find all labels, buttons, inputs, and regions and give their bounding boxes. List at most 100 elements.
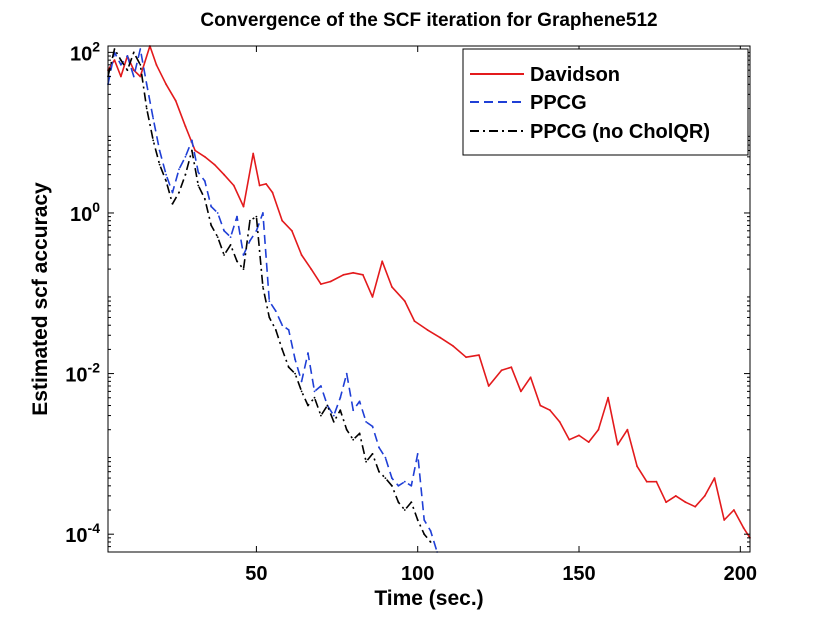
data-point — [410, 485, 412, 487]
data-point — [178, 192, 180, 194]
data-point — [333, 421, 335, 423]
data-point — [146, 83, 148, 85]
data-point — [268, 300, 270, 302]
data-point — [223, 174, 225, 176]
legend-label-ppcg: PPCG — [530, 92, 587, 114]
data-point — [156, 64, 158, 66]
data-point — [656, 481, 658, 483]
data-point — [288, 366, 290, 368]
convergence-chart: Convergence of the SCF iteration for Gra… — [0, 0, 830, 623]
data-point — [256, 216, 258, 218]
data-point — [423, 533, 425, 535]
data-point — [259, 185, 261, 187]
data-point — [301, 391, 303, 393]
data-point — [378, 447, 380, 449]
data-point — [320, 283, 322, 285]
data-point — [465, 356, 467, 358]
data-point — [185, 125, 187, 127]
data-point — [214, 164, 216, 166]
data-point — [120, 59, 122, 61]
data-point — [343, 274, 345, 276]
data-point — [194, 150, 196, 152]
x-tick-label: 200 — [724, 563, 757, 585]
y-axis-label: Estimated scf accuracy — [29, 182, 52, 416]
data-point — [685, 501, 687, 503]
data-point — [339, 409, 341, 411]
data-point — [417, 519, 419, 521]
data-point — [262, 212, 264, 214]
data-point — [265, 183, 267, 185]
x-tick-label: 50 — [245, 563, 267, 585]
data-point — [172, 192, 174, 194]
data-point — [733, 509, 735, 511]
data-point — [185, 156, 187, 158]
data-point — [301, 254, 303, 256]
data-point — [501, 369, 503, 371]
data-point — [549, 409, 551, 411]
data-point — [152, 140, 154, 142]
data-point — [175, 100, 177, 102]
data-point — [636, 465, 638, 467]
data-point — [488, 385, 490, 387]
data-point — [430, 541, 432, 543]
data-point — [452, 345, 454, 347]
data-point — [268, 317, 270, 319]
data-point — [301, 381, 303, 383]
data-point — [320, 415, 322, 417]
data-point — [275, 329, 277, 331]
x-tick-label: 150 — [562, 563, 595, 585]
data-point — [243, 254, 245, 256]
data-point — [478, 354, 480, 356]
data-point — [172, 203, 174, 205]
data-point — [320, 385, 322, 387]
data-point — [617, 444, 619, 446]
data-point — [404, 481, 406, 483]
data-point — [210, 225, 212, 227]
data-point — [223, 254, 225, 256]
data-point — [607, 397, 609, 399]
data-point — [230, 236, 232, 238]
data-point — [743, 527, 745, 529]
data-point — [665, 501, 667, 503]
data-point — [236, 216, 238, 218]
legend: Davidson PPCG PPCG (no CholQR) — [463, 49, 748, 155]
data-point — [372, 453, 374, 455]
data-point — [417, 453, 419, 455]
data-point — [139, 64, 141, 66]
data-point — [423, 519, 425, 521]
data-point — [365, 461, 367, 463]
data-point — [314, 391, 316, 393]
data-point — [391, 477, 393, 479]
data-point — [217, 212, 219, 214]
data-point — [327, 405, 329, 407]
data-point — [243, 206, 245, 208]
data-point — [233, 185, 235, 187]
data-point — [252, 153, 254, 155]
data-point — [627, 429, 629, 431]
data-point — [430, 530, 432, 532]
data-point — [723, 519, 725, 521]
data-point — [352, 409, 354, 411]
data-point — [439, 337, 441, 339]
data-point — [159, 164, 161, 166]
data-point — [330, 281, 332, 283]
data-point — [694, 506, 696, 508]
data-point — [333, 415, 335, 417]
data-point — [139, 76, 141, 78]
data-point — [359, 433, 361, 435]
legend-label-davidson: Davidson — [530, 64, 620, 86]
data-point — [204, 180, 206, 182]
data-point — [120, 64, 122, 66]
data-point — [578, 435, 580, 437]
data-point — [339, 397, 341, 399]
data-point — [185, 174, 187, 176]
data-point — [191, 150, 193, 152]
data-point — [530, 376, 532, 378]
data-point — [223, 230, 225, 232]
data-point — [346, 429, 348, 431]
data-point — [210, 206, 212, 208]
data-point — [152, 118, 154, 120]
data-point — [291, 230, 293, 232]
data-point — [588, 441, 590, 443]
data-point — [249, 220, 251, 222]
